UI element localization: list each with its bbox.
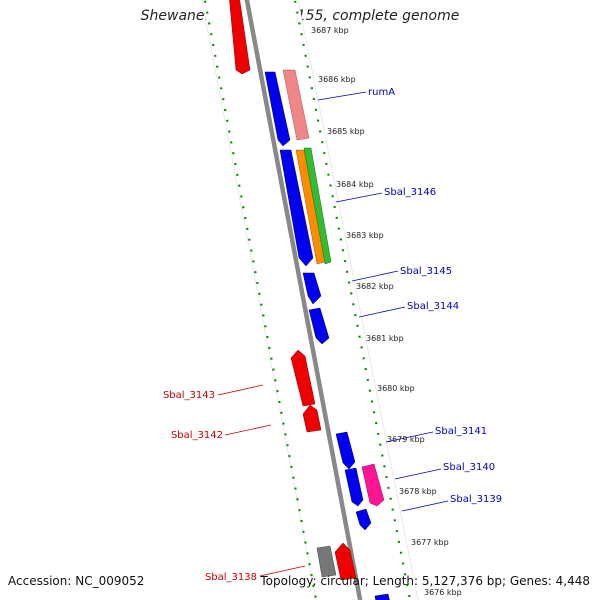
gene-reverse-top: [229, 0, 251, 75]
tick-label: 3676 kbp: [424, 588, 462, 597]
trna-sbal-3140: [361, 463, 385, 507]
leader-line: [394, 468, 442, 480]
gene-forward-sbal-3144: [308, 307, 330, 345]
gene-forward-sbal-3145: [302, 272, 322, 305]
leader-line: [385, 431, 434, 443]
genome-summary-text: Topology: circular; Length: 5,127,376 bp…: [260, 574, 590, 588]
gene-label-sbal-3141: Sbal_3141: [435, 426, 487, 437]
gene-label-sbal-3140: Sbal_3140: [443, 462, 495, 473]
gene-forward-sbal-3139a: [344, 467, 364, 507]
gene-reverse-sbal-3138: [334, 542, 357, 581]
gene-label-sbal-3142: Sbal_3142: [171, 430, 223, 441]
gene-label-sbal-3146: Sbal_3146: [384, 187, 436, 198]
gene-label-sbal-3144: Sbal_3144: [407, 301, 459, 312]
rrna-feature: [282, 69, 310, 141]
leader-line: [317, 91, 367, 101]
leader-line: [351, 270, 399, 282]
tick-label: 3677 kbp: [411, 538, 449, 547]
gene-forward-1: [264, 71, 291, 147]
gene-label-rumA: rumA: [368, 87, 395, 98]
leader-line: [401, 500, 449, 512]
tick-label: 3683 kbp: [346, 231, 384, 240]
tick-label: 3682 kbp: [356, 282, 394, 291]
tick-label: 3681 kbp: [366, 334, 404, 343]
accession-text: Accession: NC_009052: [8, 574, 145, 588]
tick-label: 3685 kbp: [327, 127, 365, 136]
leader-line: [259, 565, 306, 577]
gene-forward-bottom: [374, 593, 390, 600]
gene-reverse-sbal-3142: [302, 404, 322, 433]
gene-forward-sbal-3141: [335, 431, 356, 470]
gene-label-sbal-3145: Sbal_3145: [400, 266, 452, 277]
gene-label-sbal-3139: Sbal_3139: [450, 494, 502, 505]
gene-reverse-sbal-3143: [290, 349, 316, 407]
gene-label-sbal-3143: Sbal_3143: [163, 390, 215, 401]
leader-line: [224, 424, 272, 436]
leader-line: [335, 192, 383, 203]
gene-forward-sbal-3146: [279, 149, 314, 267]
leader-line: [358, 306, 406, 318]
gene-label-sbal-3138: Sbal_3138: [205, 572, 257, 583]
tick-label: 3686 kbp: [318, 75, 356, 84]
tick-label: 3679 kbp: [387, 435, 425, 444]
tick-label: 3680 kbp: [377, 384, 415, 393]
tick-label: 3678 kbp: [399, 487, 437, 496]
leader-line: [217, 384, 264, 396]
backbone-line: [244, 0, 363, 600]
map-band: [201, 0, 419, 600]
green-feature: [303, 147, 332, 265]
gene-gray-bottom: [316, 545, 337, 578]
gene-forward-sbal-3139b: [355, 508, 372, 531]
tick-label: 3684 kbp: [336, 180, 374, 189]
tick-label: 3687 kbp: [311, 26, 349, 35]
